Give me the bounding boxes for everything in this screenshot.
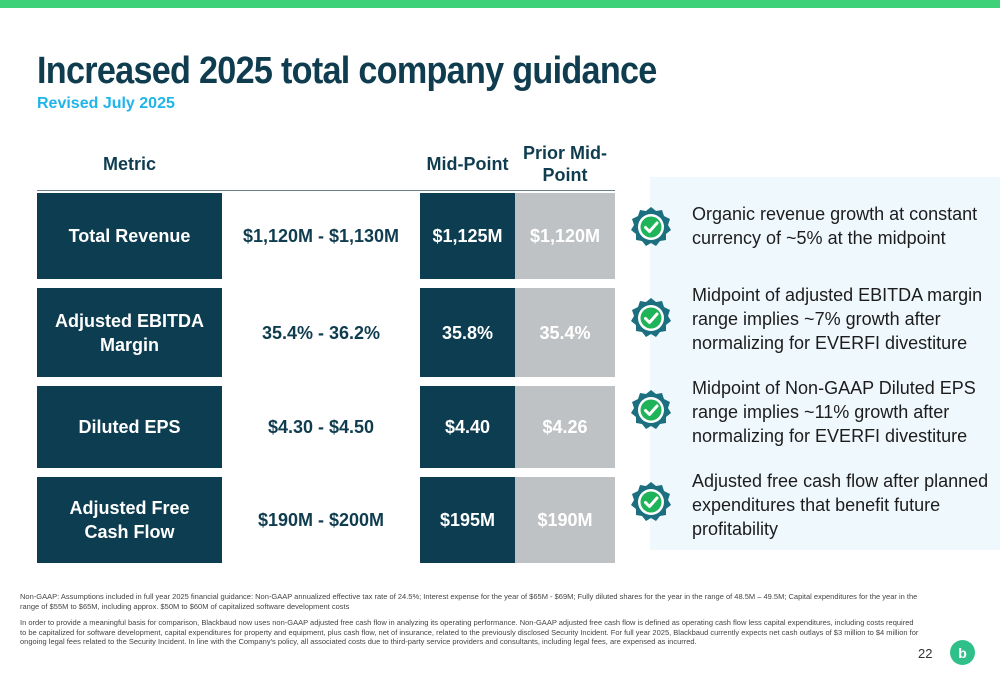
prior-mid-point-value: 35.4% [515,288,615,377]
top-accent-bar [0,0,1000,8]
metric-label: Adjusted Free Cash Flow [37,477,222,563]
mid-point-value: 35.8% [420,288,515,377]
page-subtitle: Revised July 2025 [37,95,175,112]
check-badge-icon [631,207,671,246]
prior-mid-point-value: $4.26 [515,386,615,468]
column-header-metric: Metric [102,154,156,174]
footnote-free-cash-flow: In order to provide a meaningful basis f… [20,618,919,646]
check-badge-icon [631,482,671,521]
check-badge-icon [631,390,671,429]
metric-label: Diluted EPS [37,386,222,468]
prior-mid-point-value: $1,120M [515,193,615,279]
table-row: Adjusted Free Cash Flow $190M - $200M $1… [37,477,615,563]
table-row: Total Revenue $1,120M - $1,130M $1,125M … [37,193,615,279]
mid-point-value: $1,125M [420,193,515,279]
mid-point-value: $195M [420,477,515,563]
note-text: Adjusted free cash flow after planned ex… [692,471,989,539]
guidance-range: 35.4% - 36.2% [222,288,420,377]
note-text: Organic revenue growth at constant curre… [692,204,978,248]
metric-label: Adjusted EBITDA Margin [37,288,222,377]
note-text: Midpoint of adjusted EBITDA margin range… [692,285,983,353]
column-header-prior-mid-point: Prior Mid-Point [523,143,607,185]
footnote-non-gaap: Non-GAAP: Assumptions included in full y… [20,592,918,611]
metric-label: Total Revenue [37,193,222,279]
table-row: Adjusted EBITDA Margin 35.4% - 36.2% 35.… [37,288,615,377]
guidance-range: $4.30 - $4.50 [222,386,420,468]
notes-panel [650,177,1000,550]
table-row: Diluted EPS $4.30 - $4.50 $4.40 $4.26 [37,386,615,468]
header-divider [37,190,615,191]
guidance-range: $190M - $200M [222,477,420,563]
check-badge-icon [631,298,671,337]
note-text: Midpoint of Non-GAAP Diluted EPS range i… [692,378,976,446]
page-title: Increased 2025 total company guidance [37,50,657,92]
mid-point-value: $4.40 [420,386,515,468]
page-number: 22 [918,646,933,661]
column-header-mid-point: Mid-Point [426,154,509,174]
guidance-range: $1,120M - $1,130M [222,193,420,279]
company-logo: b [950,640,975,665]
prior-mid-point-value: $190M [515,477,615,563]
